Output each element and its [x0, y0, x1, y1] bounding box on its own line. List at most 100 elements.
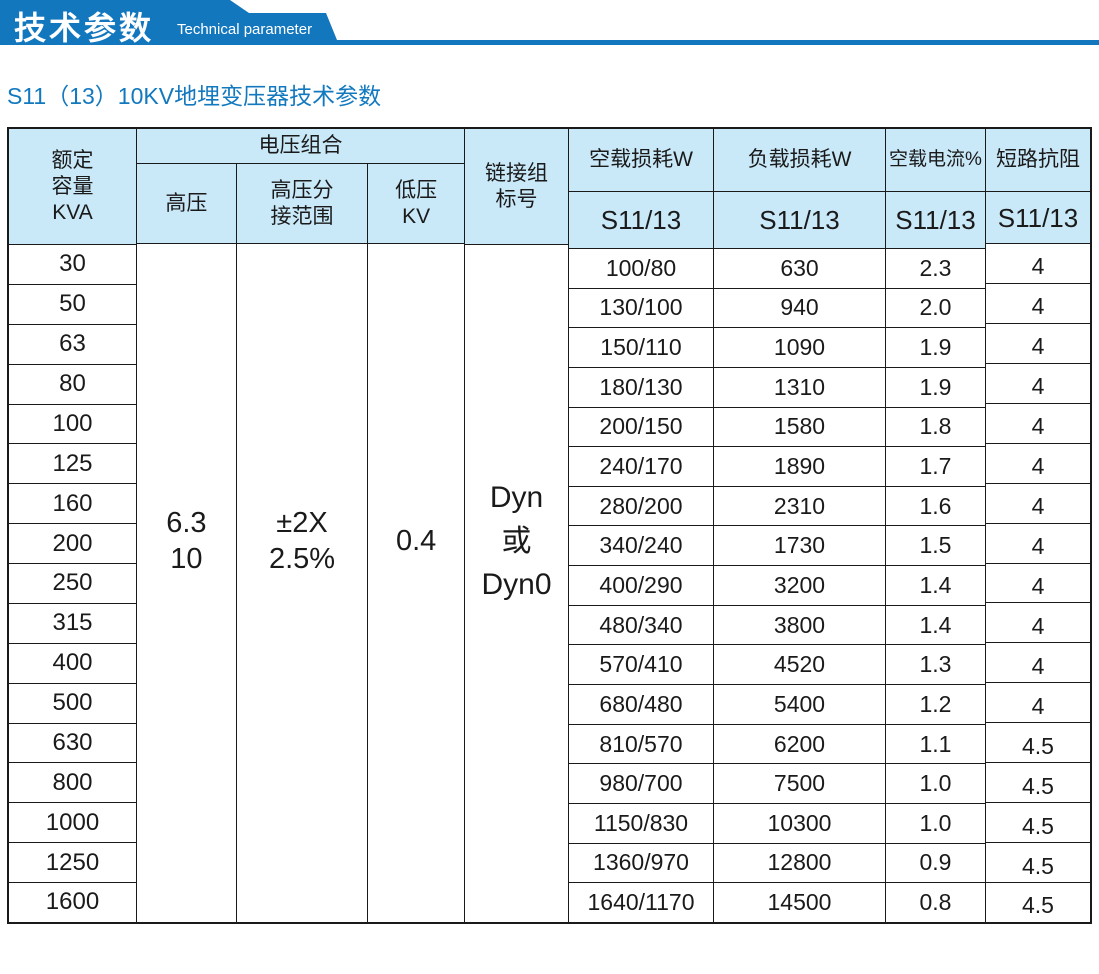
header-no-load-loss: 空载损耗W: [569, 129, 713, 192]
column-impedance: 短路抗阻 S11/13 4 4 4 4 4 4 4 4 4 4 4 4 4.5 4.5 4.5 4.5 4.5: [986, 129, 1090, 922]
header-model-no-load-current: S11/13: [886, 192, 985, 249]
header-model-impedance: S11/13: [986, 192, 1090, 244]
table-cell-kva: 500: [9, 684, 136, 724]
header-rated-capacity: 额定 容量 KVA: [9, 129, 136, 245]
table-cell-current: 1.4: [886, 606, 985, 646]
table-cell-current: 1.0: [886, 764, 985, 804]
table-cell-no_load: 1640/1170: [587, 889, 695, 916]
table-cell-z: 4.5: [986, 723, 1090, 764]
table-cell-load: 1090: [714, 328, 885, 368]
table-cell-current: 1.9: [886, 328, 985, 368]
header-no-load-current: 空载电流%: [886, 129, 985, 192]
table-cell-z: 4.5: [986, 803, 1090, 844]
table-cell-current: 1.7: [886, 447, 985, 487]
table-cell-no_load: 810/570: [569, 725, 713, 765]
table-cell-no_load: 980/700: [569, 764, 713, 804]
banner: [0, 0, 1099, 45]
header-vector-group: 链接组 标号: [465, 129, 568, 245]
column-no-load-loss: 空载损耗W S11/13 100/80 130/100 150/110 180/130…: [569, 129, 714, 922]
table-cell-kva: 800: [9, 763, 136, 804]
rated-capacity-rows: 30 50 63 80 100 125 160 200 250 315 400 500 630 800 10…: [9, 245, 136, 922]
banner-title: 技术参数: [14, 10, 155, 46]
header-hv: 高压: [137, 164, 236, 244]
column-vector-group: 链接组 标号 Dyn 或 Dyn0: [465, 129, 569, 922]
page-title: S11（13）10KV地埋变压器技术参数: [7, 83, 382, 109]
table-cell-load: 2310: [714, 487, 885, 527]
table-cell-current: 0.8: [919, 889, 952, 916]
table-cell-load: 630: [714, 249, 885, 289]
header-model-no-load-loss: S11/13: [569, 192, 713, 249]
table-cell-current: 2.0: [886, 289, 985, 329]
table-cell-z: 4.5: [986, 843, 1090, 883]
table-cell-current: 0.9: [886, 844, 985, 884]
table-cell-current: 1.3: [886, 645, 985, 686]
no-load-loss-rows: 100/80 130/100 150/110 180/130 200/150 240/17…: [569, 249, 713, 922]
table-cell-no_load: 680/480: [569, 685, 713, 725]
table-cell-no_load: 1360/970: [569, 844, 713, 884]
cell-tap-value: ±2X 2.5%: [268, 506, 336, 575]
parameters-table: 创联汇通 CHUANGLIANHUITONG 额定 容量 KVA 30 50 63 8…: [7, 127, 1092, 924]
table-cell-kva: 125: [9, 444, 136, 485]
table-cell-load: 4520: [714, 645, 885, 686]
table-cell-no_load: 150/110: [569, 328, 713, 368]
table-cell-load: 1580: [714, 408, 885, 448]
table-cell-kva: 63: [9, 325, 136, 365]
table-cell-kva: 30: [9, 245, 136, 285]
table-cell-no_load: 180/130: [569, 368, 713, 408]
table-cell-no_load: 100/80: [569, 249, 713, 289]
table-cell-load: 3800: [714, 606, 885, 646]
table-cell-load: 10300: [714, 804, 885, 844]
column-rated-capacity: 额定 容量 KVA 30 50 63 80 100 125 160 200 250 315 400 5…: [9, 129, 137, 922]
column-hv: 高压 6.3 10: [137, 164, 237, 922]
table-cell-kva: 80: [9, 365, 136, 405]
table-cell-load: 5400: [714, 685, 885, 725]
table-cell-z: 4: [986, 643, 1090, 684]
table-cell-current: 1.4: [886, 566, 985, 606]
column-lv: 低压 KV 0.4: [368, 164, 464, 922]
table-cell-no_load: 200/150: [569, 408, 713, 448]
table-cell-z: 4: [986, 324, 1090, 364]
table-cell-current: 1.6: [886, 487, 985, 527]
table-cell-current: 1.1: [886, 725, 985, 765]
table-cell-load: 7500: [714, 764, 885, 804]
table-cell-current: 2.3: [886, 249, 985, 289]
table-cell-z: 4: [986, 404, 1090, 444]
table-cell-current: 1.9: [886, 368, 985, 408]
table-cell-kva: 160: [9, 484, 136, 525]
table-cell-load: 1890: [714, 447, 885, 487]
table-cell-load: 12800: [714, 844, 885, 884]
table-cell-no_load: 280/200: [569, 487, 713, 527]
table-cell-no_load: 400/290: [569, 566, 713, 606]
cell-hv-value: 6.3 10: [166, 506, 207, 575]
table-cell-kva: 200: [9, 524, 136, 564]
header-impedance: 短路抗阻: [986, 129, 1090, 192]
table-cell-current: 1.8: [886, 408, 985, 448]
table-cell-current: 1.0: [886, 804, 985, 844]
table-cell-load: 14500: [767, 889, 832, 916]
column-load-loss: 负载损耗W S11/13 630 940 1090 1310 1580 1890 2310 1…: [714, 129, 886, 922]
table-cell-z: 4: [986, 524, 1090, 564]
load-loss-rows: 630 940 1090 1310 1580 1890 2310 1730 3200 3800 45…: [714, 249, 885, 922]
table-cell-kva: 400: [9, 644, 136, 684]
cell-lv-value: 0.4: [395, 524, 437, 557]
table-cell-no_load: 1150/830: [569, 804, 713, 844]
column-hv-tap-range: 高压分 接范围 ±2X 2.5%: [236, 164, 369, 922]
header-voltage-group: 电压组合: [137, 129, 464, 164]
column-no-load-current: 空载电流% S11/13 2.3 2.0 1.9 1.9 1.8 1.7 1.6 1.5 1.4…: [886, 129, 986, 922]
table-cell-kva: 1000: [9, 803, 136, 844]
header-load-loss: 负载损耗W: [714, 129, 885, 192]
table-cell-kva: 50: [9, 285, 136, 325]
table-cell-z: 4: [986, 484, 1090, 524]
table-cell-no_load: 340/240: [569, 526, 713, 567]
header-lv: 低压 KV: [368, 164, 464, 244]
table-cell-z: 4: [986, 284, 1090, 324]
table-cell-no_load: 570/410: [569, 645, 713, 686]
table-cell-kva: 630: [9, 724, 136, 764]
table-cell-load: 6200: [714, 725, 885, 765]
table-cell-load: 940: [714, 289, 885, 329]
table-cell-load: 1310: [714, 368, 885, 408]
table-cell-kva: 315: [9, 604, 136, 644]
table-cell-z: 4: [986, 444, 1090, 484]
header-model-load-loss: S11/13: [714, 192, 885, 249]
table-cell-z: 4: [986, 244, 1090, 284]
